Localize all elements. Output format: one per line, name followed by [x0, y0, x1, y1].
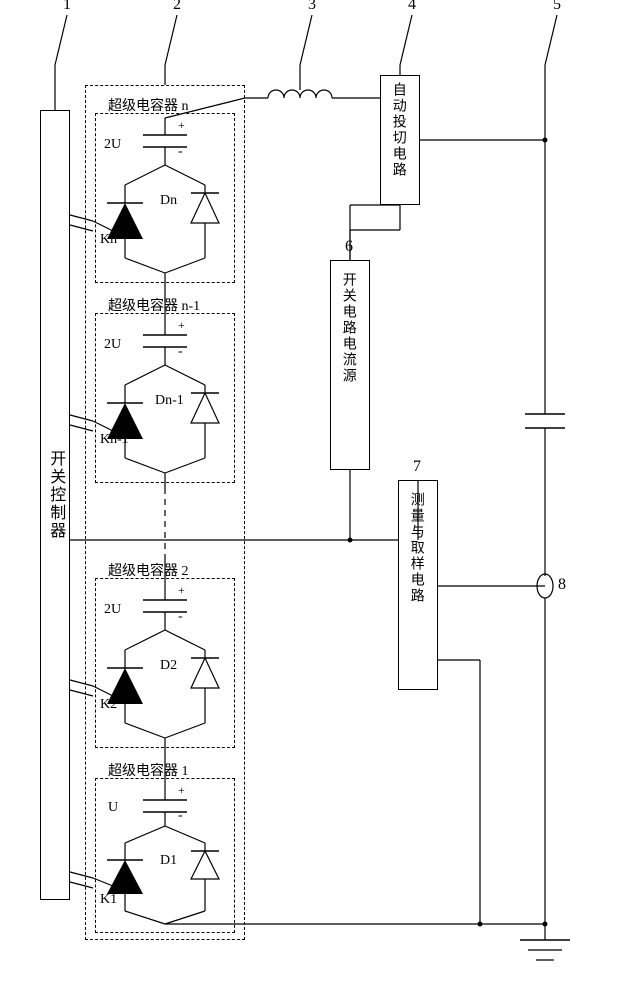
leader-8: 8	[558, 576, 566, 594]
